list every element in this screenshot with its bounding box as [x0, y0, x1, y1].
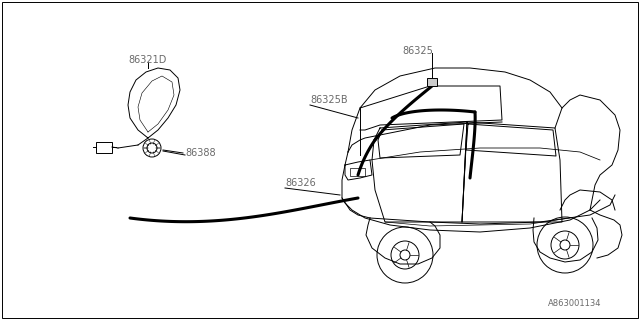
Text: 86326: 86326 — [285, 178, 316, 188]
Text: 86325B: 86325B — [310, 95, 348, 105]
Text: 86325: 86325 — [403, 46, 433, 56]
Bar — [427, 78, 437, 86]
Text: A863001134: A863001134 — [548, 299, 602, 308]
Text: 86321D: 86321D — [129, 55, 167, 65]
Bar — [96, 142, 112, 153]
Text: 86388: 86388 — [185, 148, 216, 158]
Bar — [350, 168, 365, 176]
